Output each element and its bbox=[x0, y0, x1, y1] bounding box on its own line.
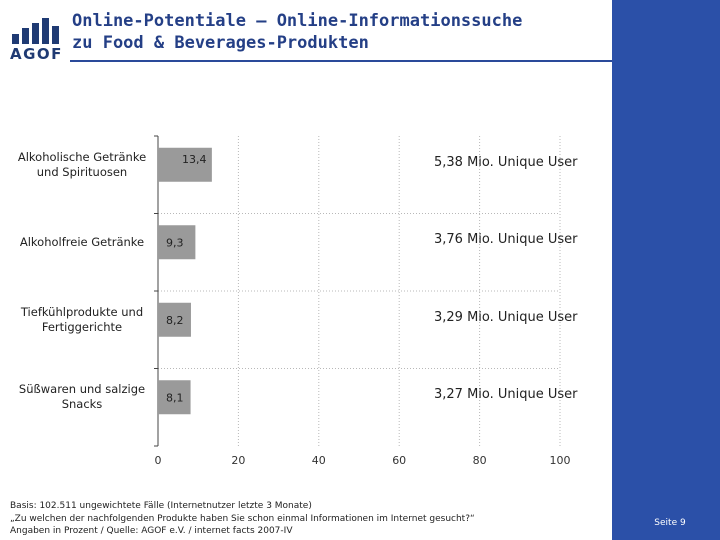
x-tick-label-3: 60 bbox=[392, 454, 406, 467]
category-label-0: Alkoholische Getränke und Spirituosen bbox=[17, 149, 147, 179]
title-line-1: Online-Potentiale – Online-Informationss… bbox=[72, 11, 523, 31]
unique-user-label-0: 5,38 Mio. Unique User bbox=[434, 154, 578, 170]
bar-chart: 0 20 40 60 80 100 13,4 9,3 8,2 8,1 Alkoholische G… bbox=[0, 120, 612, 480]
bar-value-label-2: 8,2 bbox=[166, 314, 184, 327]
x-tick-label-1: 20 bbox=[231, 454, 245, 467]
bar-3 bbox=[158, 380, 191, 415]
footnote-basis: Basis: 102.511 ungewichtete Fälle (Inter… bbox=[10, 501, 312, 511]
x-tick-label-0: 0 bbox=[155, 454, 162, 467]
page-title: Online-Potentiale – Online-Informationss… bbox=[72, 10, 612, 54]
title-line-2: zu Food & Beverages-Produkten bbox=[72, 33, 369, 53]
bar-0 bbox=[158, 147, 212, 182]
bar-2 bbox=[158, 302, 191, 337]
page-number: Seite 9 bbox=[654, 518, 686, 528]
category-label-2: Tiefkühlprodukte und Fertiggerichte bbox=[20, 304, 144, 334]
bar-value-label-1: 9,3 bbox=[166, 236, 184, 249]
brand-sidebar bbox=[612, 0, 720, 540]
agof-logo: AGOF bbox=[10, 18, 64, 63]
unique-user-label-2: 3,29 Mio. Unique User bbox=[434, 309, 578, 325]
title-divider bbox=[70, 60, 612, 62]
category-label-3: Süßwaren und salzige Snacks bbox=[18, 382, 146, 412]
bar-value-label-3: 8,1 bbox=[166, 391, 184, 404]
footnote-question: „Zu welchen der nachfolgenden Produkte h… bbox=[10, 513, 475, 524]
bar-1 bbox=[158, 225, 196, 260]
x-tick-label-5: 100 bbox=[550, 454, 571, 467]
x-tick-label-2: 40 bbox=[312, 454, 326, 467]
unique-user-label-1: 3,76 Mio. Unique User bbox=[434, 232, 578, 248]
footnote-source: Angaben in Prozent / Quelle: AGOF e.V. /… bbox=[10, 526, 293, 536]
unique-user-label-3: 3,27 Mio. Unique User bbox=[434, 387, 578, 403]
chart-svg: 0 20 40 60 80 100 13,4 9,3 8,2 8,1 bbox=[154, 135, 571, 467]
footnote: Basis: 102.511 ungewichtete Fälle (Inter… bbox=[10, 500, 610, 538]
bar-value-label-0: 13,4 bbox=[182, 153, 207, 166]
logo-text: AGOF bbox=[10, 45, 63, 63]
x-tick-label-4: 80 bbox=[473, 454, 487, 467]
category-label-1: Alkoholfreie Getränke bbox=[19, 234, 145, 249]
logo-bars-icon bbox=[12, 18, 59, 44]
